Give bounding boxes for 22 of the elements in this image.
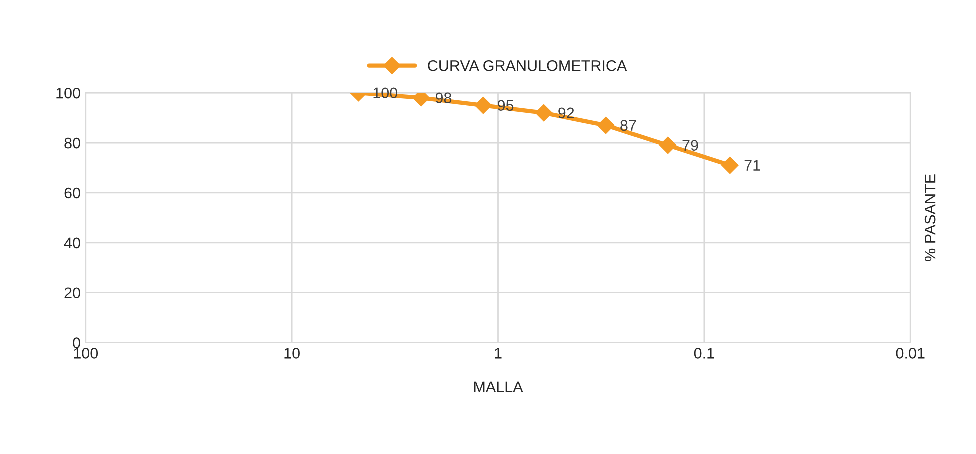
point	[722, 156, 739, 174]
y-tick-label: 100	[56, 88, 80, 99]
y-tick-label: 80	[64, 138, 80, 149]
point	[535, 104, 553, 122]
x-tick-label: 0.1	[694, 348, 714, 359]
x-tick-label: 1	[495, 348, 502, 359]
point	[598, 116, 615, 134]
point	[660, 136, 677, 154]
x-tick-label: 100	[74, 348, 98, 359]
y-tick-label: 0	[73, 338, 80, 348]
data-label: 79	[682, 140, 698, 151]
data-label: 87	[620, 120, 636, 132]
legend-label: CURVA GRANULOMETRICA	[428, 60, 628, 72]
y-tick-label: 60	[64, 188, 80, 199]
y-tick-label: 20	[64, 288, 80, 299]
point	[474, 97, 492, 114]
x-tick-label: 0.01	[896, 348, 925, 359]
x-axis-title: MALLA	[474, 382, 524, 392]
y-axis-title: % PASANTE	[924, 174, 936, 262]
y-tick-label: 40	[64, 238, 80, 249]
x-tick-label: 10	[284, 348, 300, 359]
data-label: 71	[744, 160, 760, 171]
